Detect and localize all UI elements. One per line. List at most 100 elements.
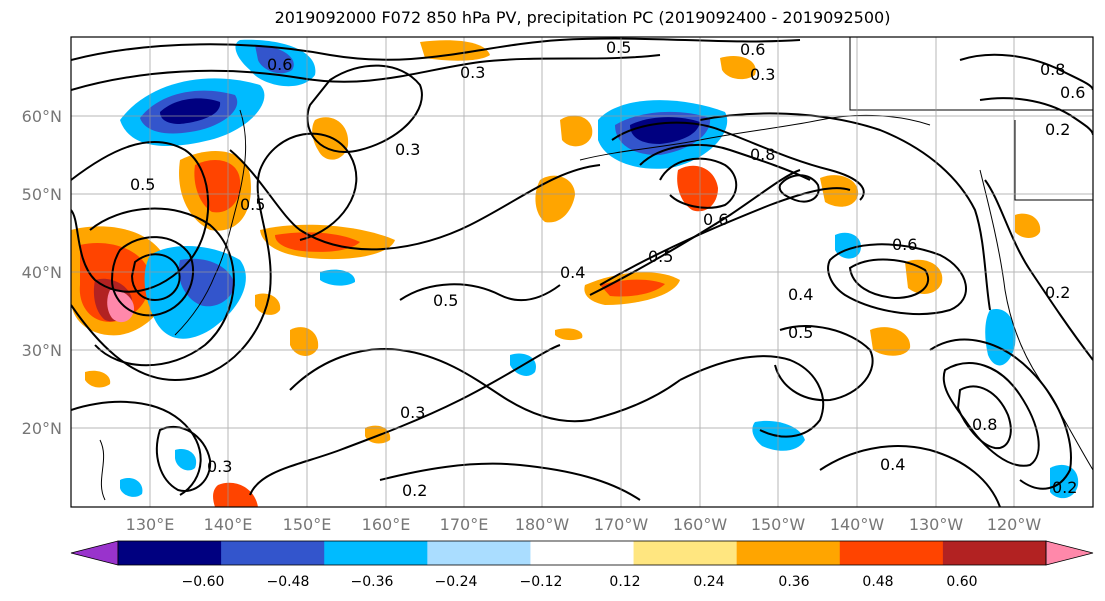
colorbar-cell <box>118 541 222 565</box>
contour-label: 0.5 <box>788 323 813 342</box>
contour-label: 0.3 <box>207 457 232 476</box>
colorbar-tick: 0.60 <box>946 574 977 590</box>
contour-label: 0.2 <box>402 481 427 500</box>
contour-label: 0.8 <box>1040 60 1065 79</box>
lat-label: 50°N <box>22 185 62 204</box>
blob-orange-e <box>870 327 911 356</box>
contour-line <box>979 97 1093 136</box>
contour-label: 0.4 <box>560 263 585 282</box>
colorbar-tick: −0.36 <box>351 574 394 590</box>
blob-orange-bc <box>1015 213 1041 238</box>
blob-red-gulf <box>677 165 718 212</box>
contour-line <box>819 445 1001 507</box>
blob-orange-n2 <box>312 117 349 160</box>
contour-label: 0.6 <box>740 40 765 59</box>
blob-orange-aleut <box>560 115 593 147</box>
contour-label: 0.5 <box>648 247 673 266</box>
blob-orange-gulf <box>820 175 859 207</box>
contour-line <box>229 149 601 251</box>
contour-label: 0.5 <box>240 195 265 214</box>
blob-orange-small4 <box>85 370 111 388</box>
lon-label: 130°W <box>909 515 964 534</box>
colorbar-extend-low <box>70 540 119 566</box>
contour-line <box>155 425 212 492</box>
colorbar-extend-high <box>1045 540 1094 566</box>
contour-label: 0.4 <box>880 455 905 474</box>
lon-label: 120°W <box>987 515 1042 534</box>
contour-line <box>399 283 561 302</box>
map-frame <box>70 36 1094 508</box>
contour-line <box>130 253 181 302</box>
lat-label: 20°N <box>22 419 62 438</box>
colorbar-cell <box>221 541 325 565</box>
blob-blue-small4 <box>175 449 197 471</box>
coastline <box>99 439 106 501</box>
lon-label: 130°E <box>126 515 175 534</box>
lon-label: 170°E <box>440 515 489 534</box>
contour-line <box>984 179 1093 361</box>
blob-orange-ak <box>720 55 756 80</box>
contour-line <box>659 157 738 209</box>
lon-labels: 130°E 140°E 150°E 160°E 170°E 180°W 170°… <box>126 515 1042 534</box>
contour-line <box>699 112 991 311</box>
contour-labels: 0.6 0.3 0.5 0.6 0.3 0.8 0.6 0.3 0.5 0.2 … <box>130 38 1085 500</box>
colorbar-tick: 0.12 <box>609 574 640 590</box>
contour-line <box>599 187 851 286</box>
colorbar-tick: 0.36 <box>778 574 809 590</box>
blob-orange-midpac <box>535 175 575 223</box>
lat-label: 30°N <box>22 341 62 360</box>
contour-line <box>774 325 874 402</box>
contour-label: 0.6 <box>703 210 728 229</box>
contour-line <box>679 355 825 438</box>
contour-line <box>611 121 865 201</box>
coastline <box>849 37 1093 111</box>
blob-red-japan-north <box>194 160 241 213</box>
lon-label: 160°E <box>362 515 411 534</box>
lon-label: 140°W <box>830 515 885 534</box>
contour-label: 0.5 <box>130 175 155 194</box>
contour-label: 0.2 <box>1045 120 1070 139</box>
colorbar-cell <box>839 541 944 565</box>
lat-labels: 60°N 50°N 40°N 30°N 20°N <box>22 107 62 438</box>
blob-pink-west <box>107 289 135 323</box>
blob-blue-small3 <box>120 477 143 497</box>
contour-line <box>639 144 811 181</box>
colorbar-outline <box>117 540 1047 566</box>
blob-blue-small1 <box>320 269 356 286</box>
contour-line <box>956 385 1012 450</box>
graticule <box>71 37 1093 507</box>
contour-label: 0.6 <box>1060 83 1085 102</box>
blob-orange-small2 <box>290 327 319 356</box>
contour-label: 0.6 <box>267 55 292 74</box>
contour-line <box>71 37 801 61</box>
lon-label: 150°W <box>751 515 806 534</box>
contour-line <box>71 54 661 91</box>
contour-label: 0.3 <box>460 63 485 82</box>
contour-label: 0.8 <box>972 415 997 434</box>
contour-label: 0.4 <box>788 285 813 304</box>
colorbar-tick: 0.24 <box>693 574 724 590</box>
colorbar: −0.60 −0.48 −0.36 −0.24 −0.12 0.12 0.24 … <box>70 540 1094 590</box>
colorbar-ticks: −0.60 −0.48 −0.36 −0.24 −0.12 0.12 0.24 … <box>182 574 978 590</box>
lon-label: 140°E <box>204 515 253 534</box>
lon-label: 170°W <box>594 515 649 534</box>
colorbar-cell <box>942 541 1047 565</box>
colorbar-cells <box>118 541 1047 565</box>
contour-label: 0.5 <box>433 291 458 310</box>
contour-line <box>589 169 801 296</box>
blob-red-kuril <box>275 232 360 252</box>
contour-line <box>306 64 423 153</box>
map-content: 0.6 0.3 0.5 0.6 0.3 0.8 0.6 0.3 0.5 0.2 … <box>71 37 1093 507</box>
blob-orange-s <box>213 482 258 507</box>
blob-orange-midpac2 <box>555 328 583 341</box>
colorbar-tick: −0.24 <box>435 574 478 590</box>
contour-line <box>848 258 930 300</box>
lon-label: 180°W <box>515 515 570 534</box>
colorbar-cell <box>324 541 428 565</box>
lon-label: 160°W <box>673 515 728 534</box>
contour-line <box>71 141 210 293</box>
contour-label: 0.3 <box>395 140 420 159</box>
blob-darknavy-okhotsk <box>160 98 221 124</box>
contour-label: 0.8 <box>750 145 775 164</box>
lat-label: 60°N <box>22 107 62 126</box>
